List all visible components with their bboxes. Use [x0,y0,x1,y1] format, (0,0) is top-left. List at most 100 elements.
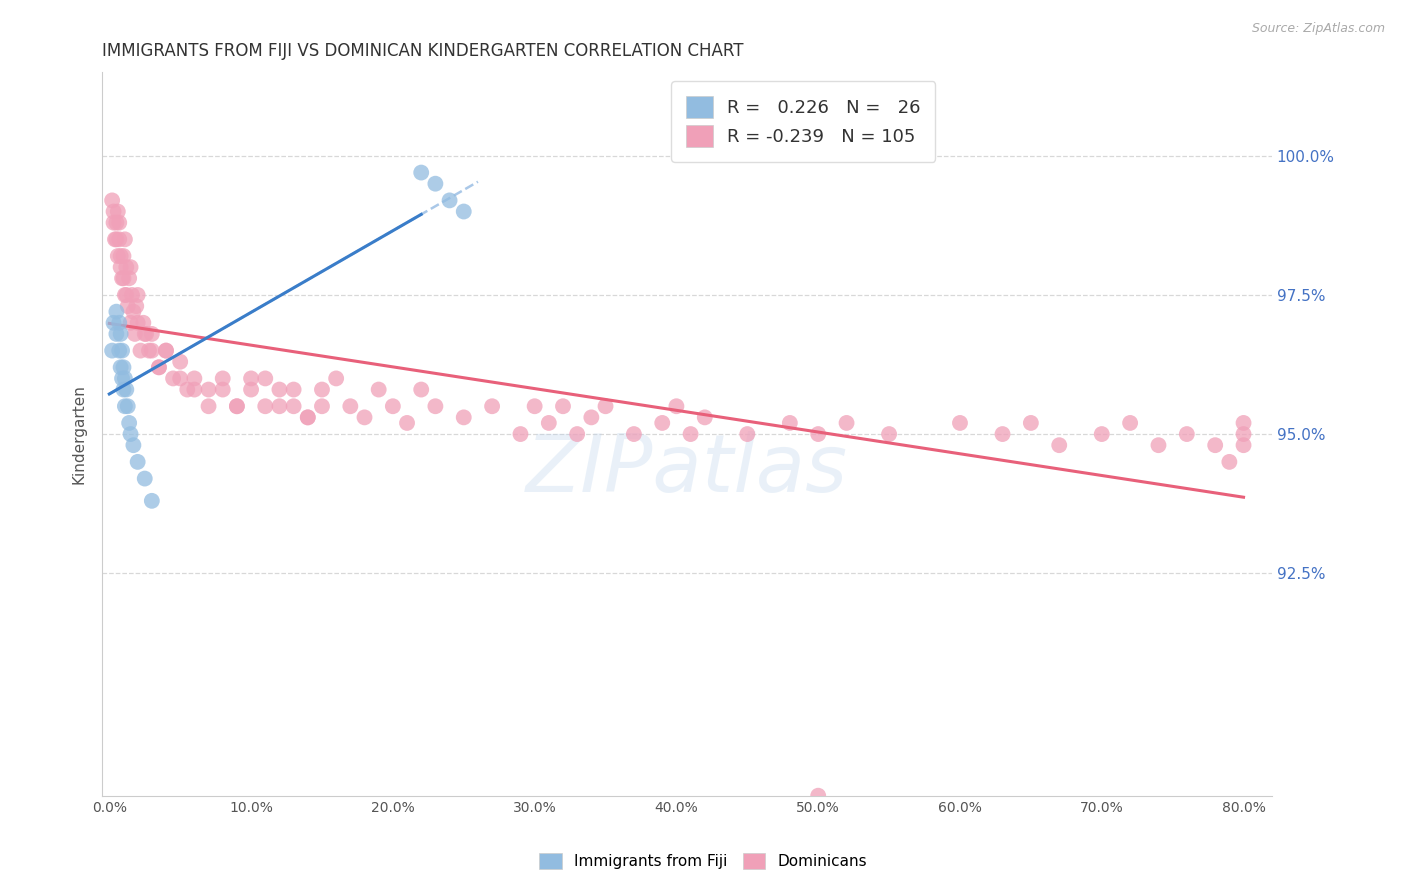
Point [1204,438,1226,452]
Point [297,410,319,425]
Point [679,427,702,442]
Point [101,194,124,208]
Point [567,427,589,442]
Legend: Immigrants from Fiji, Dominicans: Immigrants from Fiji, Dominicans [533,847,873,875]
Point [353,410,375,425]
Point [581,410,603,425]
Point [1019,416,1042,430]
Point [269,399,291,413]
Point [225,399,247,413]
Point [108,232,131,246]
Point [211,371,233,385]
Point [105,216,128,230]
Point [112,360,135,375]
Point [141,493,163,508]
Point [122,438,145,452]
Point [127,288,149,302]
Point [141,343,163,358]
Point [835,416,858,430]
Point [367,383,389,397]
Point [1119,416,1142,430]
Point [129,343,152,358]
Point [425,399,447,413]
Point [111,271,134,285]
Point [439,194,461,208]
Point [807,427,830,442]
Point [112,249,135,263]
Point [134,472,156,486]
Point [551,399,574,413]
Point [1047,438,1070,452]
Point [110,326,132,341]
Text: Source: ZipAtlas.com: Source: ZipAtlas.com [1251,22,1385,36]
Point [651,416,673,430]
Point [169,371,191,385]
Point [105,326,128,341]
Point [211,383,233,397]
Point [155,343,177,358]
Point [115,383,138,397]
Point [111,343,134,358]
Point [108,316,131,330]
Point [311,383,333,397]
Text: ZIPatlas: ZIPatlas [526,431,848,509]
Point [240,371,263,385]
Point [509,427,531,442]
Point [523,399,546,413]
Point [132,316,155,330]
Point [122,304,145,318]
Point [411,383,433,397]
Point [1175,427,1198,442]
Point [112,271,135,285]
Point [169,355,191,369]
Point [197,383,219,397]
Point [411,165,433,179]
Point [381,399,404,413]
Point [104,232,127,246]
Point [1147,438,1170,452]
Point [225,399,247,413]
Point [110,360,132,375]
Point [325,371,347,385]
Point [693,410,716,425]
Point [176,383,198,397]
Point [1232,416,1254,430]
Point [141,326,163,341]
Point [118,271,141,285]
Point [311,399,333,413]
Point [120,260,142,274]
Point [1232,438,1254,452]
Point [115,288,138,302]
Legend: R =   0.226   N =   26, R = -0.239   N = 105: R = 0.226 N = 26, R = -0.239 N = 105 [672,81,935,161]
Point [103,216,125,230]
Point [110,249,132,263]
Point [155,343,177,358]
Point [125,299,148,313]
Point [108,216,131,230]
Point [1218,455,1240,469]
Point [108,343,131,358]
Point [124,326,146,341]
Point [297,410,319,425]
Point [148,360,170,375]
Point [197,399,219,413]
Point [183,383,205,397]
Point [118,416,141,430]
Point [101,343,124,358]
Point [877,427,900,442]
Point [135,326,157,341]
Point [240,383,263,397]
Point [107,204,129,219]
Point [665,399,688,413]
Point [595,399,617,413]
Point [453,204,475,219]
Point [120,316,142,330]
Point [453,410,475,425]
Point [339,399,361,413]
Point [807,789,830,803]
Point [991,427,1014,442]
Point [396,416,419,430]
Point [114,288,136,302]
Point [105,304,128,318]
Point [127,316,149,330]
